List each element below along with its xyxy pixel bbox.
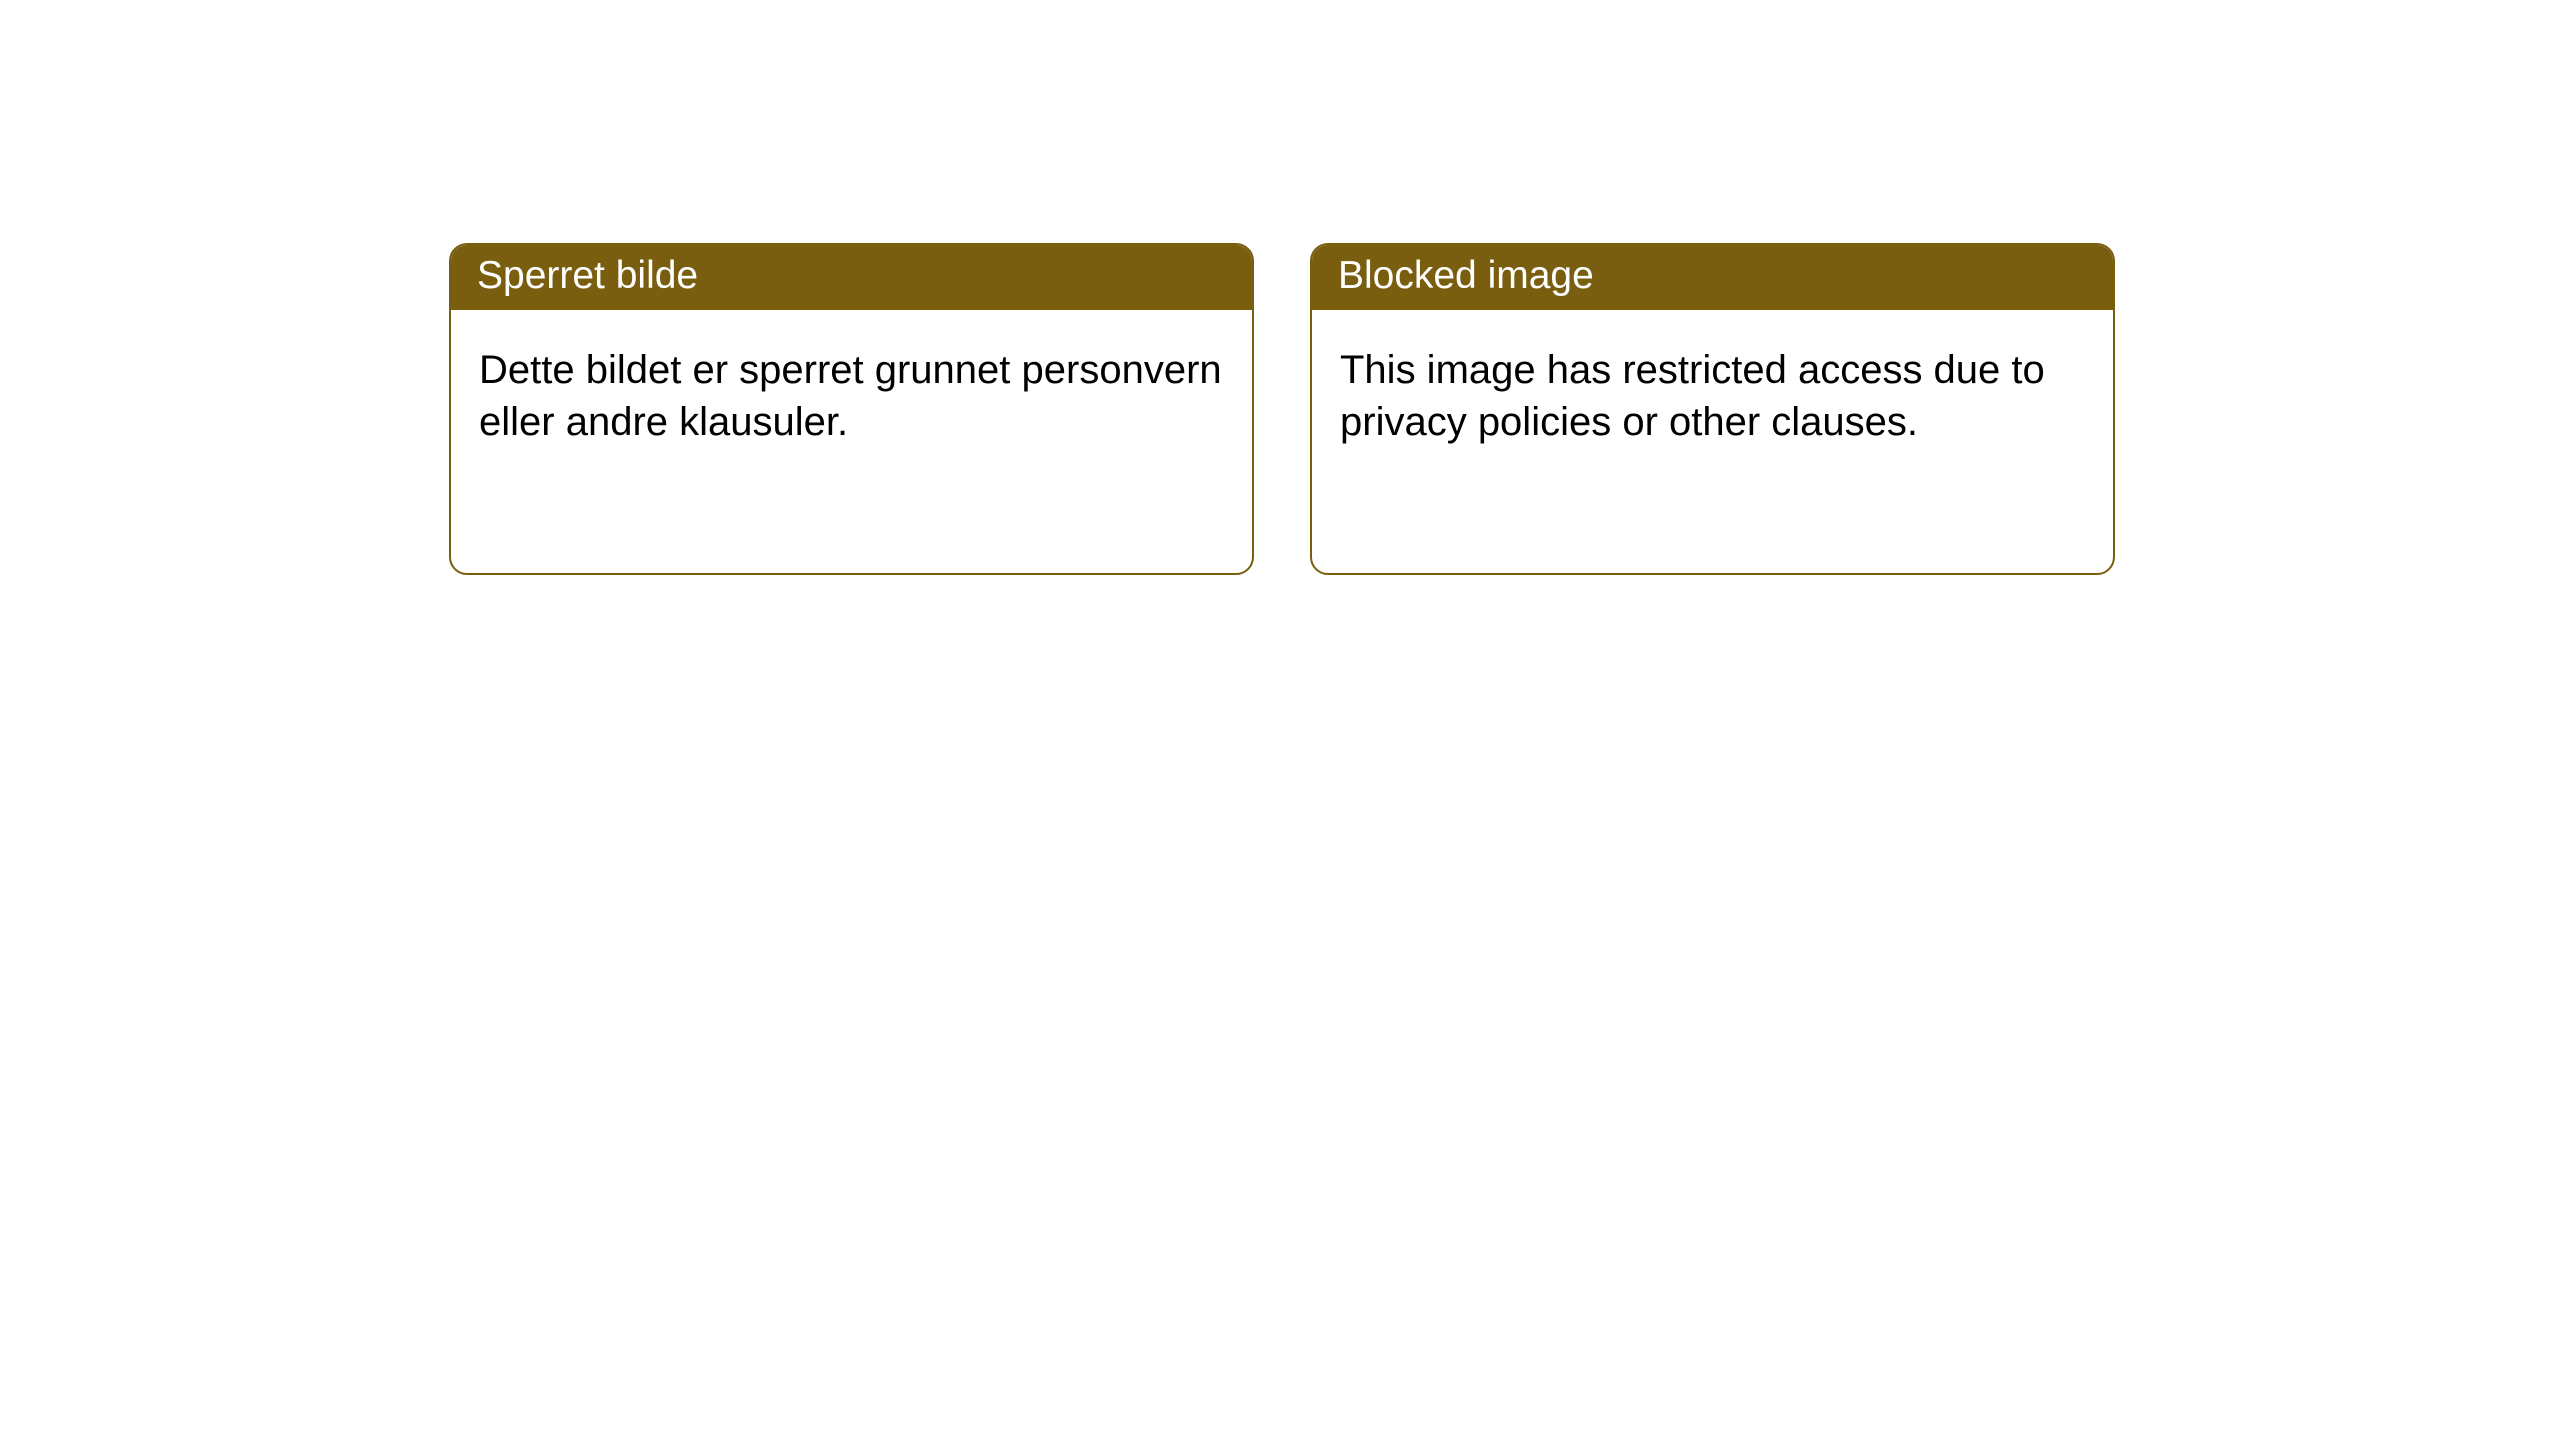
notice-title-norwegian: Sperret bilde: [451, 245, 1252, 310]
notice-card-norwegian: Sperret bilde Dette bildet er sperret gr…: [449, 243, 1254, 575]
notice-card-english: Blocked image This image has restricted …: [1310, 243, 2115, 575]
notice-body-english: This image has restricted access due to …: [1312, 310, 2113, 482]
notice-container: Sperret bilde Dette bildet er sperret gr…: [0, 0, 2560, 575]
notice-title-english: Blocked image: [1312, 245, 2113, 310]
notice-body-norwegian: Dette bildet er sperret grunnet personve…: [451, 310, 1252, 482]
